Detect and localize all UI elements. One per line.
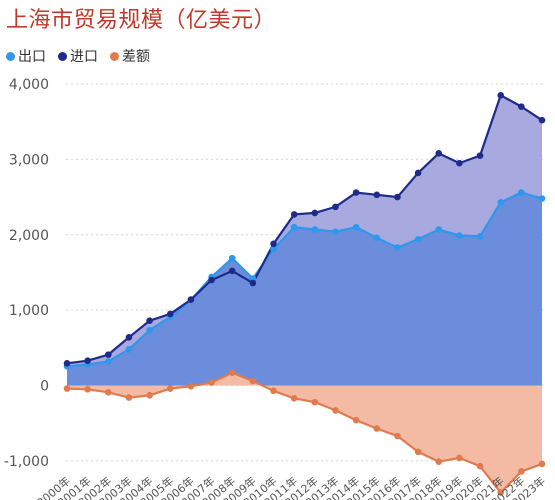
point-import <box>394 193 401 201</box>
point-import <box>373 191 381 199</box>
point-export <box>249 275 257 282</box>
point-import <box>249 279 257 287</box>
point-import <box>270 240 277 248</box>
point-export <box>332 228 339 236</box>
point-import <box>228 267 236 275</box>
point-balance <box>125 394 133 401</box>
point-balance <box>290 395 298 402</box>
point-export <box>497 199 504 206</box>
point-import <box>125 333 133 341</box>
point-import <box>290 211 298 218</box>
point-export <box>146 326 153 334</box>
point-import <box>208 276 215 284</box>
y-tick-label: -1,000 <box>4 454 49 470</box>
point-export <box>538 195 546 202</box>
point-balance <box>146 392 153 399</box>
point-layer <box>63 92 546 496</box>
point-export <box>476 232 484 240</box>
legend-marker-export <box>6 51 15 61</box>
point-balance <box>63 385 71 392</box>
point-import <box>332 203 339 211</box>
point-balance <box>311 398 319 406</box>
point-balance <box>456 454 463 462</box>
point-import <box>311 209 319 217</box>
point-export <box>125 346 133 353</box>
area-layer <box>67 95 542 493</box>
point-import <box>414 169 422 177</box>
point-export <box>394 244 401 251</box>
area-balance <box>67 372 542 493</box>
point-export <box>105 358 112 365</box>
point-export <box>270 245 277 253</box>
point-import <box>84 357 91 364</box>
point-balance <box>270 387 277 395</box>
line-import <box>66 94 543 365</box>
point-import <box>187 296 195 303</box>
point-balance <box>84 386 91 393</box>
point-export <box>311 226 319 233</box>
point-balance <box>228 369 236 377</box>
point-balance <box>497 489 504 496</box>
y-tick-label: 3,000 <box>9 152 49 168</box>
x-axis: 2000年2001年2002年2003年2004年2005年2006年2007年… <box>34 474 548 500</box>
point-import <box>166 310 174 318</box>
line-layer <box>66 94 543 494</box>
y-axis: 4,000 3,000 2,000 1,000 0 -1,000 <box>4 77 49 470</box>
legend-label-balance: 差额 <box>122 49 150 65</box>
legend-label-import: 进口 <box>70 49 98 65</box>
point-balance <box>208 379 215 386</box>
point-import <box>538 116 546 124</box>
point-import <box>63 360 71 367</box>
area-export <box>67 192 542 386</box>
point-balance <box>105 389 112 396</box>
point-import <box>497 92 504 99</box>
point-export <box>373 234 381 242</box>
point-balance <box>373 425 381 432</box>
point-export <box>290 223 298 231</box>
point-balance <box>249 377 257 385</box>
point-export <box>352 223 360 231</box>
point-balance <box>332 407 339 414</box>
point-import <box>518 103 525 110</box>
legend-marker-import <box>58 51 67 61</box>
point-import <box>456 159 463 167</box>
y-tick-label: 1,000 <box>9 303 49 319</box>
point-export <box>228 254 236 262</box>
legend-item-import[interactable]: 进口 <box>58 46 98 66</box>
legend-item-export[interactable]: 出口 <box>6 46 46 66</box>
point-balance <box>352 416 360 424</box>
legend-item-balance[interactable]: 差额 <box>110 46 150 66</box>
point-import <box>435 150 443 157</box>
y-tick-label: 0 <box>40 379 49 395</box>
point-import <box>476 152 484 159</box>
line-balance <box>66 371 543 494</box>
y-tick-label: 2,000 <box>9 228 49 244</box>
point-balance <box>435 458 443 465</box>
chart-legend: 出口 进口 差额 <box>6 46 150 66</box>
point-export <box>518 189 525 196</box>
line-export <box>66 191 543 368</box>
point-balance <box>414 448 422 456</box>
point-balance <box>518 468 525 475</box>
legend-label-export: 出口 <box>18 49 46 65</box>
point-balance <box>538 460 546 468</box>
chart-title: 上海市贸易规模（亿美元） <box>6 8 277 33</box>
point-import <box>105 351 112 358</box>
point-import <box>352 189 360 196</box>
point-export <box>435 226 443 233</box>
point-export <box>456 232 463 239</box>
legend-marker-balance <box>110 51 119 61</box>
point-balance <box>187 382 195 390</box>
point-balance <box>166 385 174 392</box>
point-export <box>414 235 422 243</box>
y-tick-label: 4,000 <box>9 77 49 93</box>
point-balance <box>476 462 484 470</box>
point-balance <box>394 432 401 440</box>
point-import <box>146 317 153 325</box>
